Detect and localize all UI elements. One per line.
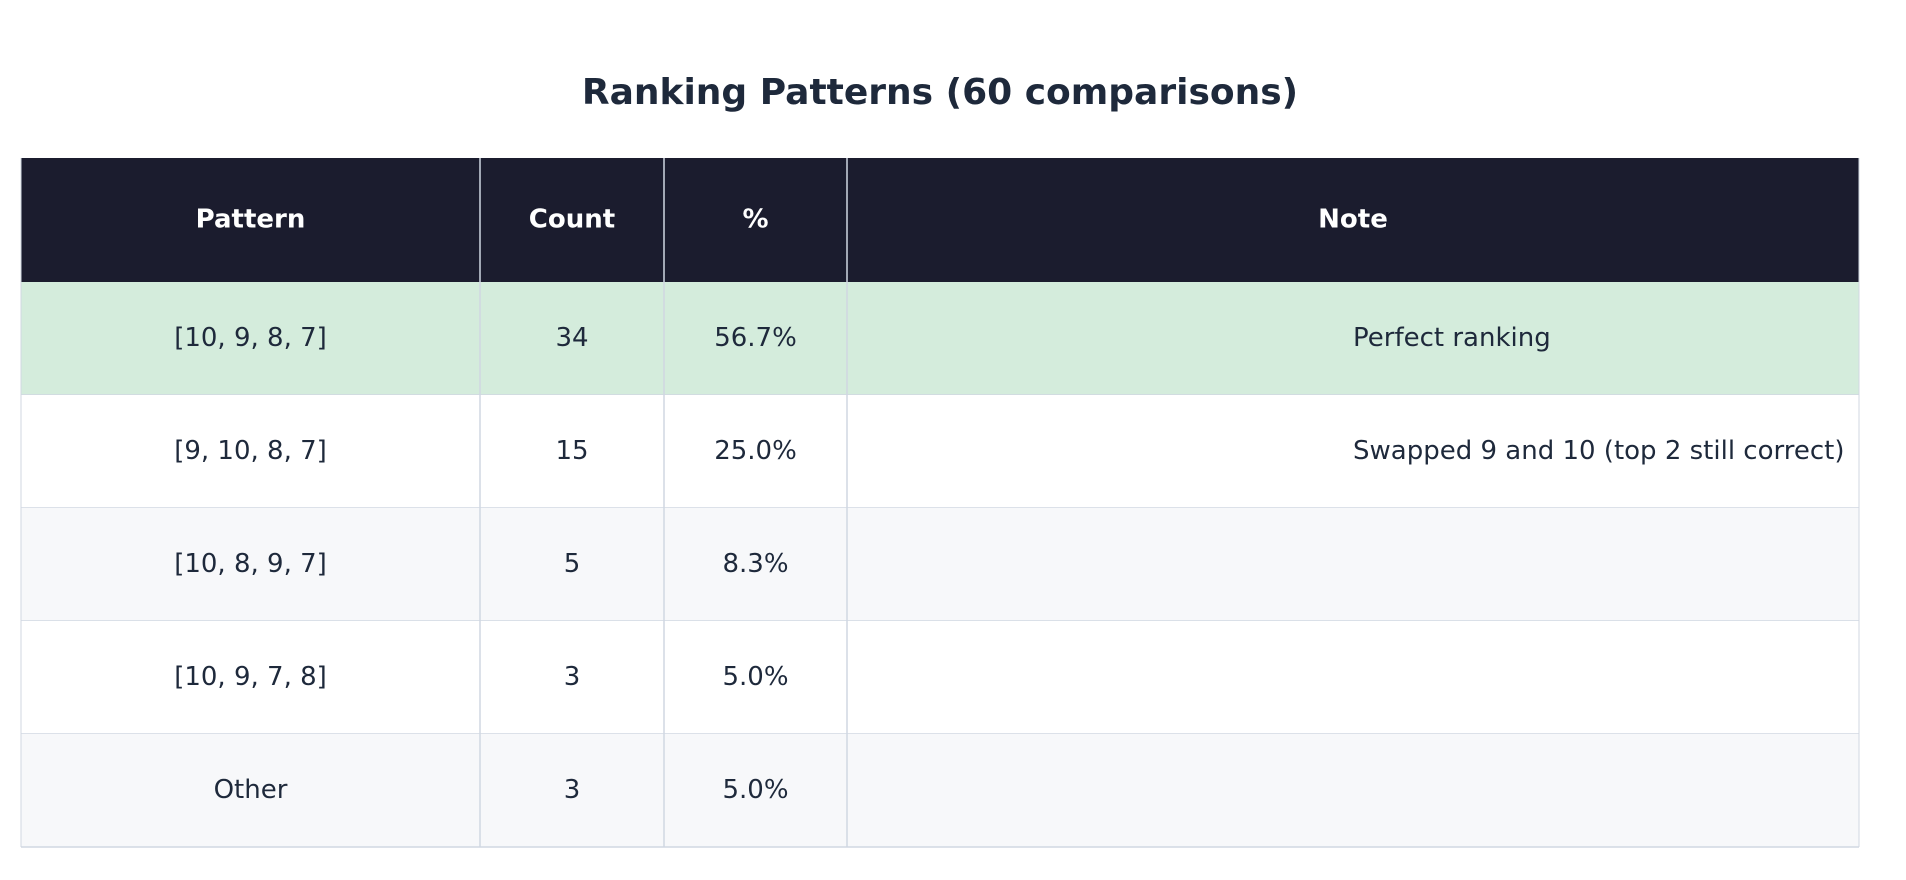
cell: 34 <box>555 323 588 353</box>
cell: Other <box>214 775 288 805</box>
title: Ranking Patterns (60 comparisons) <box>582 72 1298 113</box>
cell: 5 <box>564 549 581 579</box>
row-bg <box>21 734 1859 847</box>
header-bg <box>21 158 1859 282</box>
cell: 15 <box>555 436 588 466</box>
note-cell: Perfect ranking <box>1353 323 1551 353</box>
cell: 3 <box>564 662 581 692</box>
cell: 5.0% <box>722 662 788 692</box>
cell: [10, 9, 8, 7] <box>174 323 327 353</box>
cell: 5.0% <box>722 775 788 805</box>
header-cell: Note <box>1318 205 1388 235</box>
cell: 3 <box>564 775 581 805</box>
cell: 8.3% <box>722 549 788 579</box>
header-cell: % <box>742 205 768 235</box>
row-bg <box>21 621 1859 734</box>
header-cell: Count <box>529 205 615 235</box>
header-cell: Pattern <box>196 205 306 235</box>
cell: 25.0% <box>714 436 797 466</box>
cell: [9, 10, 8, 7] <box>174 436 327 466</box>
cell: [10, 8, 9, 7] <box>174 549 327 579</box>
row-bg <box>21 282 1859 395</box>
row-bg <box>21 395 1859 508</box>
note-cell: Swapped 9 and 10 (top 2 still correct) <box>1353 436 1845 466</box>
row-bg <box>21 508 1859 621</box>
cell: 56.7% <box>714 323 797 353</box>
cell: [10, 9, 7, 8] <box>174 662 327 692</box>
